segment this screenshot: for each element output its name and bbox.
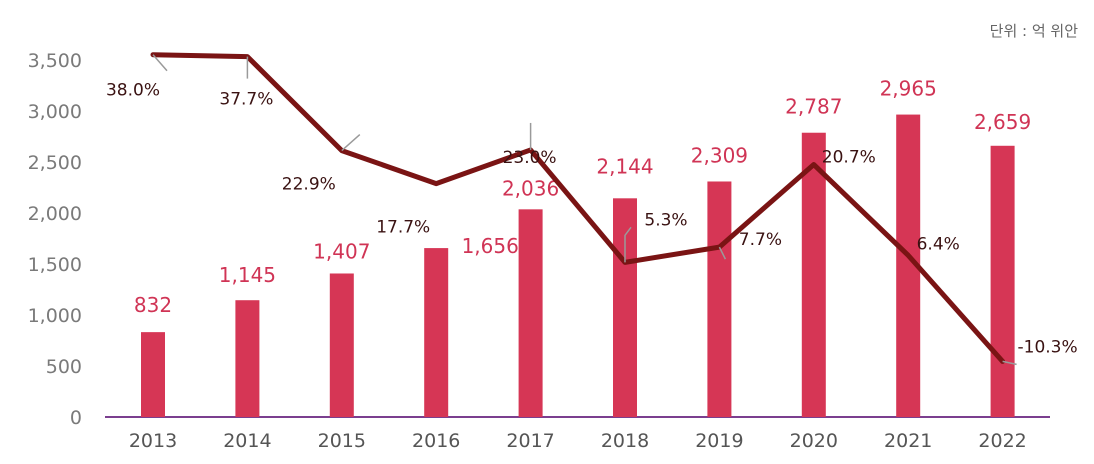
y-tick-label: 1,500 — [28, 254, 82, 276]
rate-label: 38.0% — [106, 81, 160, 101]
y-tick-label: 2,000 — [28, 203, 82, 225]
rate-label: 7.7% — [739, 230, 782, 250]
bar-value-label: 1,145 — [219, 263, 276, 287]
x-tick-label: 2021 — [884, 430, 932, 452]
y-tick-label: 1,000 — [28, 305, 82, 327]
y-tick-label: 0 — [70, 407, 82, 429]
x-tick-label: 2020 — [790, 430, 838, 452]
bar — [613, 198, 637, 417]
x-tick-label: 2019 — [695, 430, 743, 452]
rate-label: 6.4% — [917, 234, 960, 254]
rate-leader-line — [624, 226, 632, 263]
bar — [707, 181, 732, 417]
rate-leader-line — [152, 54, 168, 72]
bar — [329, 273, 354, 417]
bar — [141, 332, 165, 417]
rate-leader-line — [1002, 360, 1017, 366]
y-tick-label: 500 — [46, 356, 82, 378]
x-tick-label: 2013 — [129, 430, 177, 452]
rate-leader-line — [718, 246, 727, 260]
growth-rate-line — [150, 52, 1006, 364]
rate-label: 20.7% — [822, 148, 876, 168]
x-tick-label: 2016 — [412, 430, 460, 452]
bar-value-label: 1,407 — [313, 239, 370, 263]
rate-label: 23.0% — [503, 148, 557, 168]
x-tick-label: 2022 — [978, 430, 1026, 452]
bar — [990, 145, 1015, 418]
rate-label: 17.7% — [376, 218, 430, 238]
unit-label: 단위 : 억 위안 — [989, 22, 1078, 40]
rate-label: 22.9% — [282, 175, 336, 195]
bar-value-label: 1,656 — [462, 234, 519, 258]
rate-label: 37.7% — [219, 90, 273, 110]
bar-value-label: 2,036 — [502, 176, 559, 200]
bar — [235, 300, 260, 417]
x-tick-label: 2018 — [601, 430, 649, 452]
bar-value-label: 2,659 — [974, 110, 1031, 134]
x-tick-label: 2015 — [318, 430, 366, 452]
bar-value-label: 832 — [134, 293, 172, 317]
bar — [424, 248, 449, 417]
bar-value-label: 2,787 — [785, 95, 842, 119]
y-tick-label: 3,000 — [28, 101, 82, 123]
bar — [801, 132, 826, 417]
rate-label: -10.3% — [1018, 337, 1078, 357]
y-tick-label: 3,500 — [28, 50, 82, 72]
bar-value-label: 2,144 — [596, 154, 653, 178]
y-tick-label: 2,500 — [28, 152, 82, 174]
rate-label: 5.3% — [644, 210, 687, 230]
bar-value-label: 2,309 — [691, 143, 748, 167]
x-tick-label: 2017 — [506, 430, 554, 452]
bar-value-label: 2,965 — [880, 77, 937, 101]
rate-leader-line — [341, 134, 361, 152]
bar — [518, 209, 543, 417]
x-tick-label: 2014 — [223, 430, 271, 452]
